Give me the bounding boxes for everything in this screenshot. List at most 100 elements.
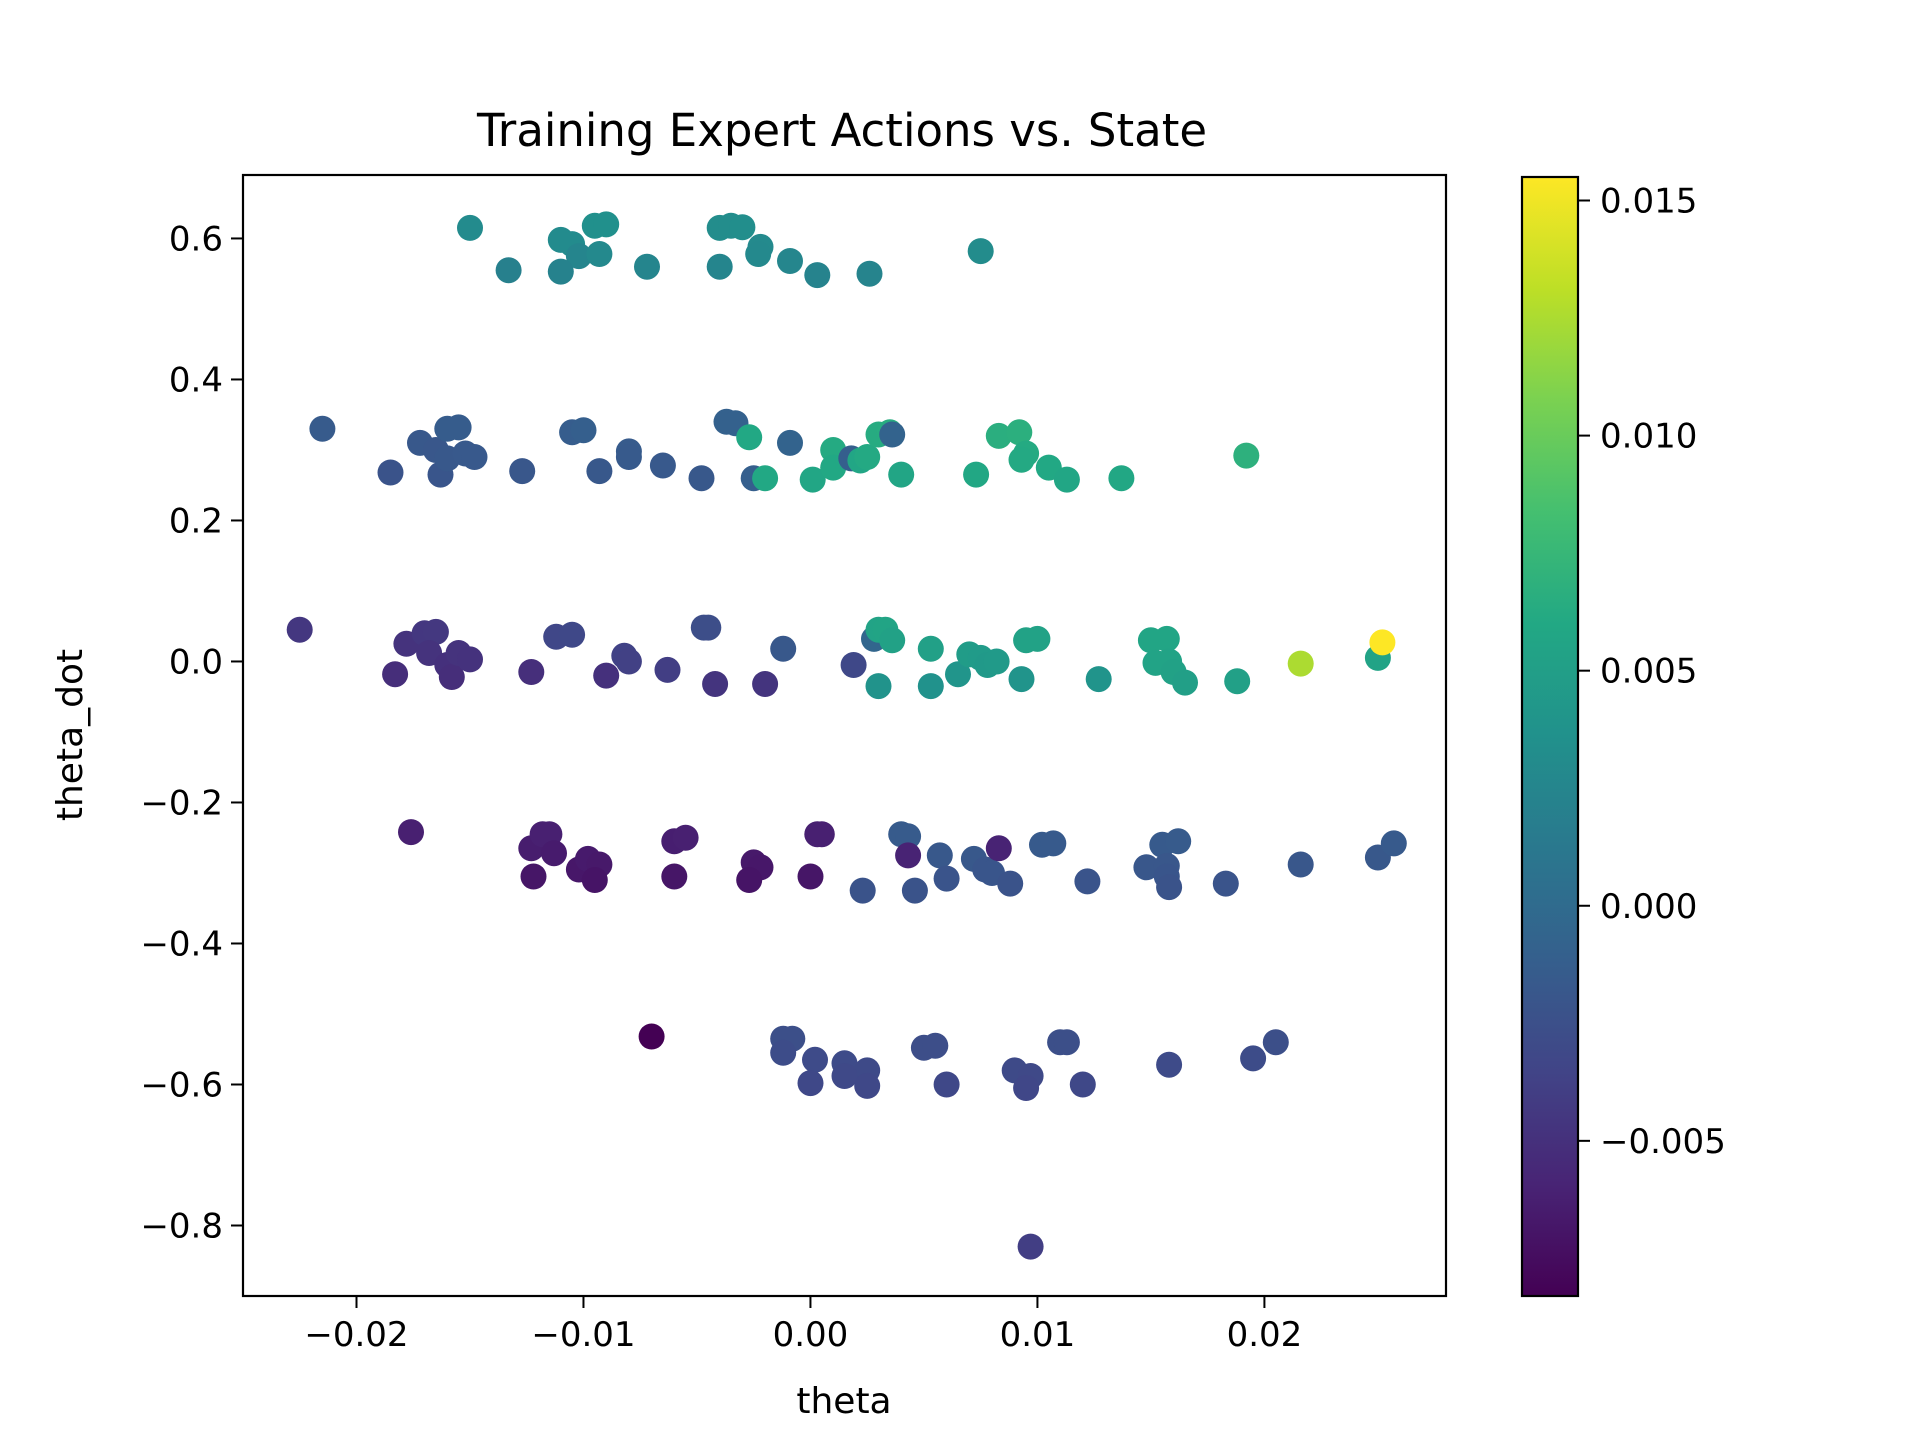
scatter-point-82 [702, 671, 729, 697]
chart-title: Training Expert Actions vs. State [476, 104, 1207, 157]
x-tick-label-3: 0.01 [1000, 1315, 1076, 1355]
scatter-point-83 [752, 671, 779, 697]
scatter-point-98 [1008, 666, 1035, 693]
scatter-point-116 [541, 840, 567, 867]
scatter-point-54 [963, 461, 990, 488]
scatter-point-121 [581, 867, 608, 893]
colorbar-tick-label-1: 0.010 [1600, 417, 1697, 457]
scatter-point-1 [495, 257, 522, 284]
scatter-point-156 [638, 1023, 665, 1050]
colorbar: 0.015 0.010 0.005 0.000 −0.005 [1520, 175, 1726, 1298]
scatter-point-155 [1380, 830, 1407, 857]
colorbar-tick-label-4: −0.005 [1600, 1122, 1726, 1162]
scatter-point-91 [917, 635, 944, 662]
scatter-point-177 [1262, 1029, 1289, 1056]
scatter-point-33 [586, 458, 613, 485]
scatter-point-81 [695, 614, 722, 641]
scatter-point-131 [849, 877, 876, 904]
x-tick-label-4: 0.02 [1227, 1315, 1303, 1355]
scatter-point-159 [770, 1039, 797, 1066]
scatter-point-60 [1053, 466, 1080, 493]
y-tick-label-2: 0.2 [169, 501, 223, 541]
scatter-point-0 [457, 214, 483, 241]
scatter-point-128 [797, 863, 824, 890]
scatter-point-135 [901, 877, 928, 904]
scatter-point-62 [1233, 442, 1260, 469]
scatter-point-9 [634, 253, 660, 280]
scatter-point-160 [802, 1046, 828, 1073]
scatter-point-12 [729, 214, 756, 241]
scatter-point-63 [286, 616, 313, 643]
scatter-point-76 [593, 662, 620, 689]
scatter-point-18 [856, 260, 883, 287]
scatter-point-164 [831, 1063, 858, 1089]
scatter-point-85 [840, 652, 867, 678]
scatter-point-15 [745, 241, 772, 267]
scatter-point-107 [1172, 669, 1198, 696]
scatter-point-174 [1069, 1071, 1096, 1098]
scatter-point-56 [1006, 419, 1033, 446]
scatter-point-108 [1224, 668, 1251, 695]
scatter-point-142 [997, 870, 1024, 897]
scatter-point-167 [922, 1032, 949, 1059]
x-axis: −0.02 −0.01 0.00 0.01 0.02 [304, 1296, 1302, 1355]
y-tick-label-5: −0.4 [140, 924, 223, 964]
scatter-point-90 [865, 673, 892, 700]
y-tick-label-7: −0.8 [140, 1206, 223, 1246]
plot-frame [241, 173, 1448, 1298]
x-tick-label-1: −0.01 [531, 1315, 635, 1355]
scatter-point-17 [804, 262, 831, 289]
scatter-point-53 [888, 461, 915, 488]
scatter-point-152 [1212, 870, 1239, 897]
x-tick-label-0: −0.02 [304, 1315, 408, 1355]
scatter-point-117 [520, 863, 547, 890]
scatter-point-40 [736, 424, 763, 451]
scatter-point-97 [983, 648, 1010, 675]
colorbar-tick-label-3: 0.000 [1600, 887, 1697, 927]
scatter-point-72 [457, 646, 483, 673]
scatter-point-70 [438, 664, 465, 690]
scatter-point-144 [1040, 830, 1067, 857]
scatter-point-79 [654, 656, 681, 683]
scatter-point-20 [309, 415, 336, 442]
scatter-point-67 [422, 618, 449, 645]
scatter-point-151 [1156, 874, 1183, 901]
scatter-point-84 [770, 635, 797, 662]
scatter-point-25 [445, 414, 472, 441]
y-tick-label-6: −0.6 [140, 1065, 223, 1105]
scatter-point-21 [377, 459, 404, 486]
colorbar-tick-label-2: 0.005 [1600, 652, 1697, 692]
y-tick-label-1: 0.4 [169, 360, 223, 400]
y-tick-label-0: 0.6 [169, 219, 223, 259]
scatter-point-111 [1369, 629, 1396, 656]
y-tick-label-3: 0.0 [169, 642, 223, 682]
scatter-point-89 [879, 627, 906, 654]
scatter-point-36 [649, 452, 676, 479]
scatter-point-165 [854, 1072, 881, 1099]
scatter-point-176 [1240, 1045, 1267, 1072]
scatter-point-37 [688, 465, 715, 492]
scatter-point-136 [926, 842, 953, 869]
scatter-point-141 [985, 835, 1012, 862]
scatter-point-5 [547, 258, 574, 285]
y-axis-label: theta_dot [50, 649, 91, 821]
scatter-point-29 [461, 444, 488, 470]
scatter-point-44 [799, 466, 826, 493]
y-axis: 0.6 0.4 0.2 0.0 −0.2 −0.4 −0.6 −0.8 [140, 219, 243, 1246]
scatter-point-109 [1287, 650, 1314, 677]
scatter-point-103 [1153, 625, 1180, 652]
scatter-point-73 [518, 659, 545, 685]
scatter-point-61 [1108, 465, 1135, 492]
scatter-point-75 [559, 621, 586, 648]
scatter-point-178 [1017, 1233, 1044, 1260]
colorbar-tick-label-0: 0.015 [1600, 182, 1697, 222]
scatter-point-101 [1085, 666, 1112, 693]
scatter-point-58 [1008, 446, 1035, 473]
scatter-point-92 [917, 673, 944, 700]
scatter-point-161 [797, 1070, 824, 1097]
scatter-point-137 [933, 865, 960, 892]
scatter-point-123 [672, 824, 699, 851]
scatter-point-49 [854, 444, 881, 470]
scatter-point-32 [570, 417, 597, 444]
